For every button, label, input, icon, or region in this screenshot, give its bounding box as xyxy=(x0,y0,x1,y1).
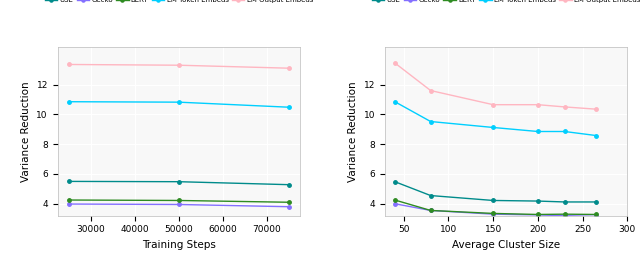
LM Output Embeds xyxy=(175,64,182,67)
Line: BERT: BERT xyxy=(393,198,598,216)
Gecko xyxy=(65,203,72,206)
Gecko xyxy=(391,202,399,205)
LM Token Embeds xyxy=(534,130,541,133)
Y-axis label: Variance Reduction: Variance Reduction xyxy=(348,81,358,182)
Legend: USE, Gecko, BERT, LM Token Embeds, LM Output Embeds: USE, Gecko, BERT, LM Token Embeds, LM Ou… xyxy=(372,0,640,3)
Line: LM Output Embeds: LM Output Embeds xyxy=(67,63,291,70)
Line: Gecko: Gecko xyxy=(67,202,291,209)
USE xyxy=(175,180,182,183)
Gecko xyxy=(561,214,568,217)
LM Output Embeds xyxy=(285,67,293,70)
BERT xyxy=(65,199,72,202)
Line: LM Token Embeds: LM Token Embeds xyxy=(393,100,598,137)
LM Output Embeds xyxy=(391,61,399,64)
BERT xyxy=(391,199,399,202)
Gecko xyxy=(490,213,497,216)
USE xyxy=(391,180,399,183)
Line: USE: USE xyxy=(67,180,291,186)
Line: LM Output Embeds: LM Output Embeds xyxy=(393,61,598,111)
X-axis label: Average Cluster Size: Average Cluster Size xyxy=(452,240,560,250)
Line: LM Token Embeds: LM Token Embeds xyxy=(67,100,291,109)
LM Token Embeds xyxy=(65,100,72,103)
LM Token Embeds xyxy=(285,106,293,109)
USE xyxy=(427,194,435,197)
Gecko xyxy=(175,203,182,206)
LM Token Embeds xyxy=(592,134,600,137)
Line: BERT: BERT xyxy=(67,198,291,204)
LM Token Embeds xyxy=(490,126,497,129)
LM Output Embeds xyxy=(490,103,497,106)
USE xyxy=(285,183,293,186)
Gecko xyxy=(285,205,293,208)
USE xyxy=(490,199,497,202)
BERT xyxy=(285,201,293,204)
Line: Gecko: Gecko xyxy=(393,202,598,218)
Y-axis label: Variance Reduction: Variance Reduction xyxy=(21,81,31,182)
X-axis label: Training Steps: Training Steps xyxy=(142,240,216,250)
Gecko xyxy=(534,213,541,216)
BERT xyxy=(490,212,497,215)
USE xyxy=(534,199,541,203)
USE xyxy=(65,180,72,183)
BERT xyxy=(175,199,182,202)
LM Token Embeds xyxy=(175,100,182,104)
BERT xyxy=(427,209,435,212)
LM Token Embeds xyxy=(391,100,399,103)
LM Output Embeds xyxy=(534,103,541,106)
BERT xyxy=(534,213,541,216)
Gecko xyxy=(427,209,435,212)
BERT xyxy=(561,213,568,216)
LM Output Embeds xyxy=(65,63,72,66)
LM Output Embeds xyxy=(561,105,568,109)
USE xyxy=(592,200,600,204)
USE xyxy=(561,200,568,204)
Gecko xyxy=(592,215,600,218)
LM Output Embeds xyxy=(427,89,435,92)
Legend: USE, Gecko, BERT, LM Token Embeds, LM Output Embeds: USE, Gecko, BERT, LM Token Embeds, LM Ou… xyxy=(45,0,313,3)
LM Token Embeds xyxy=(561,130,568,133)
LM Token Embeds xyxy=(427,120,435,123)
BERT xyxy=(592,213,600,216)
LM Output Embeds xyxy=(592,108,600,111)
Line: USE: USE xyxy=(393,180,598,204)
